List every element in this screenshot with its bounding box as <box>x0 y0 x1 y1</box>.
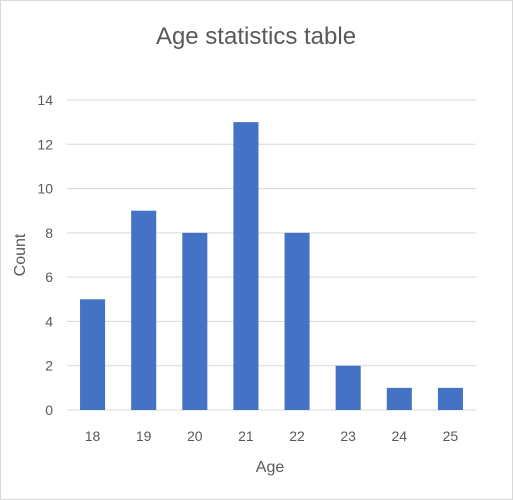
y-axis-ticks: 0 2 4 6 8 10 12 14 <box>37 92 53 418</box>
x-tick-label: 23 <box>340 428 356 444</box>
bar-22 <box>284 232 310 410</box>
y-tick-label: 0 <box>45 402 53 418</box>
x-tick-label: 22 <box>289 428 305 444</box>
bar-19 <box>131 210 157 410</box>
bar-18 <box>80 299 106 410</box>
x-tick-label: 18 <box>85 428 101 444</box>
x-axis-ticks: 18 19 20 21 22 23 24 25 <box>85 428 459 444</box>
y-tick-label: 12 <box>37 136 53 152</box>
x-tick-label: 19 <box>136 428 152 444</box>
x-tick-label: 20 <box>187 428 203 444</box>
chart-title: Age statistics table <box>156 23 356 50</box>
bar-25 <box>437 387 463 410</box>
bar-24 <box>386 387 412 410</box>
y-tick-label: 8 <box>45 225 53 241</box>
x-tick-label: 21 <box>238 428 254 444</box>
bar-23 <box>335 365 361 410</box>
x-tick-label: 25 <box>443 428 459 444</box>
y-tick-label: 6 <box>45 269 53 285</box>
x-tick-label: 24 <box>392 428 408 444</box>
y-tick-label: 4 <box>45 313 53 329</box>
bars <box>80 122 463 411</box>
y-tick-label: 14 <box>37 92 53 108</box>
x-axis-title: Age <box>256 459 285 476</box>
y-tick-label: 10 <box>37 181 53 197</box>
gridlines <box>67 99 476 411</box>
bar-20 <box>182 232 208 410</box>
y-axis-title: Count <box>12 233 29 276</box>
bar-21 <box>233 122 259 411</box>
y-tick-label: 2 <box>45 358 53 374</box>
